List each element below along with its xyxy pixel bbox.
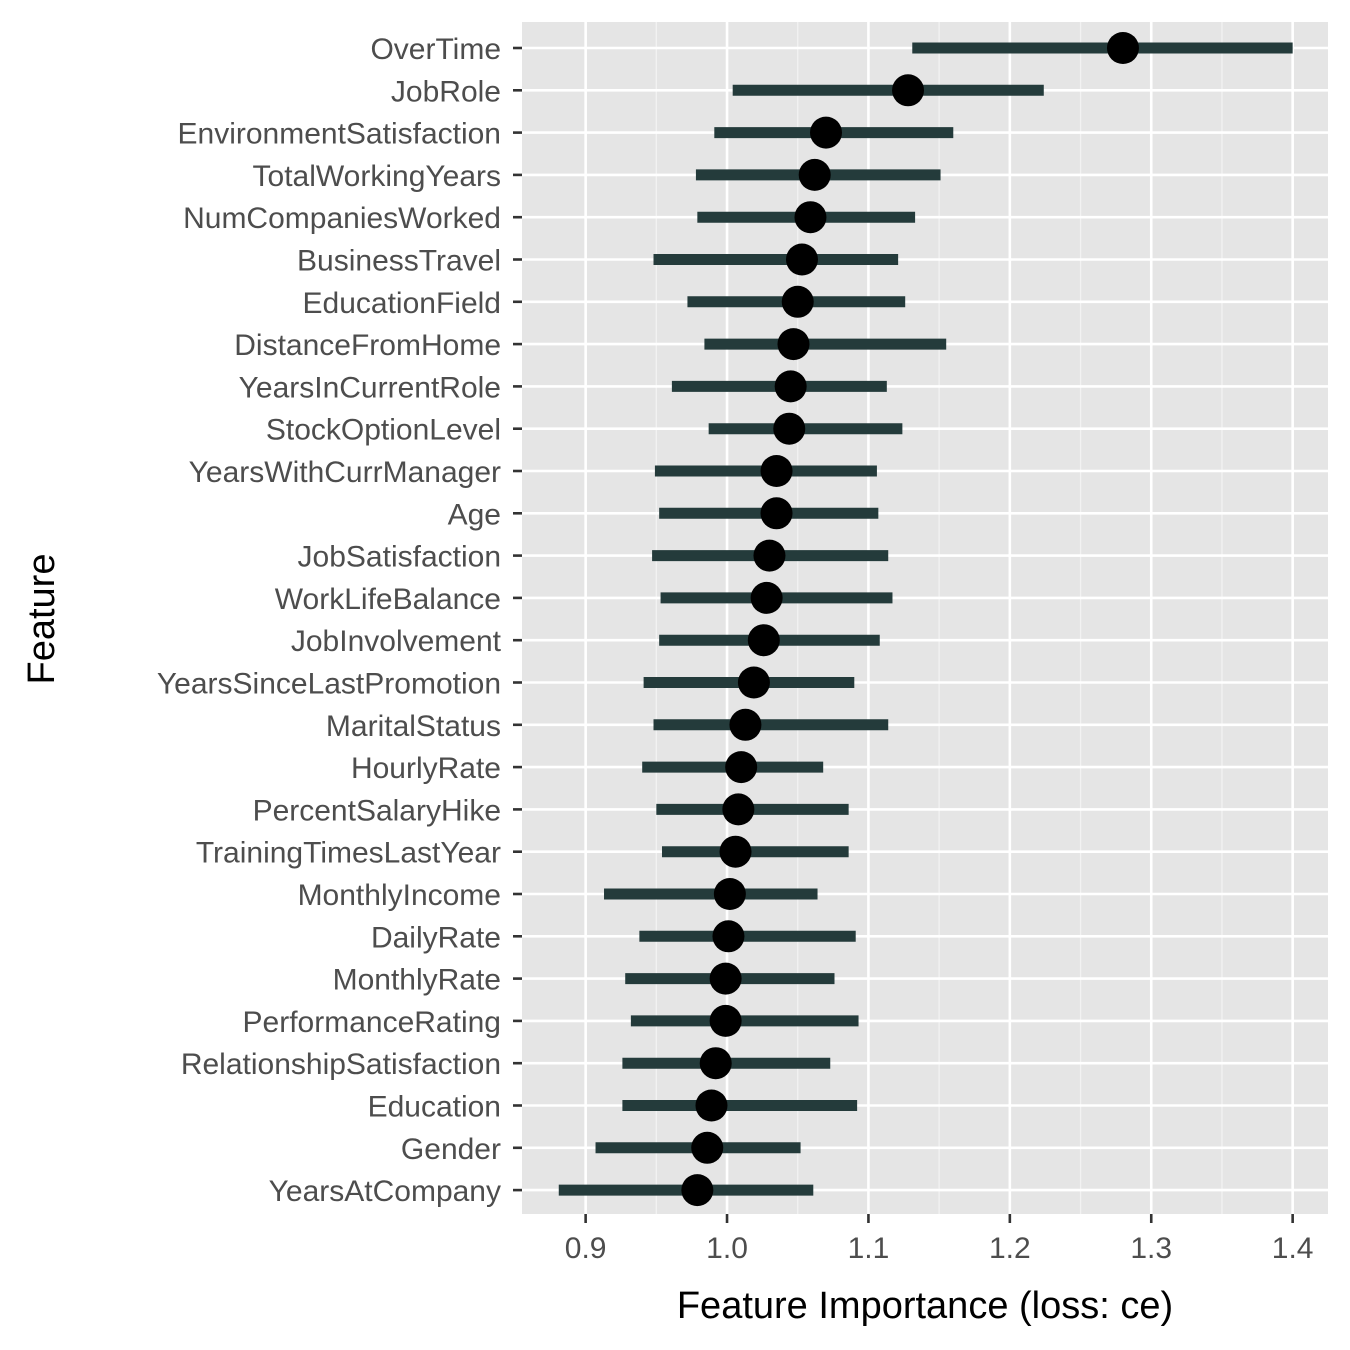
y-tick-label: JobRole: [391, 75, 501, 108]
importance-point: [773, 412, 806, 445]
y-tick-label: Education: [368, 1091, 501, 1124]
importance-point: [729, 708, 762, 741]
importance-point: [713, 878, 746, 910]
importance-point: [810, 116, 843, 149]
y-tick-label: TrainingTimesLastYear: [196, 837, 501, 870]
importance-point: [781, 285, 814, 318]
y-tick-label: DistanceFromHome: [234, 329, 501, 362]
importance-point: [753, 539, 786, 572]
y-tick-label: EducationField: [303, 287, 501, 320]
x-axis-title: Feature Importance (loss: ce): [677, 1285, 1173, 1327]
y-tick-label: BusinessTravel: [297, 245, 501, 278]
y-tick-label: NumCompaniesWorked: [183, 202, 501, 235]
importance-point: [750, 581, 783, 614]
y-axis: OverTime JobRole EnvironmentSatisfaction To…: [157, 33, 522, 1208]
importance-point: [681, 1174, 714, 1207]
y-tick-label: YearsWithCurrManager: [189, 456, 501, 489]
y-tick-label: RelationshipSatisfaction: [181, 1048, 501, 1081]
y-tick-label: DailyRate: [371, 921, 501, 954]
y-tick-label: Gender: [401, 1133, 501, 1166]
y-tick-label: HourlyRate: [351, 752, 501, 785]
y-tick-label: MonthlyRate: [333, 964, 501, 997]
x-tick-label: 1.3: [1130, 1232, 1172, 1265]
y-tick-label: JobSatisfaction: [298, 541, 501, 574]
plot-panel: [522, 22, 1328, 1214]
x-tick-label: 1.0: [706, 1232, 748, 1265]
importance-point: [725, 751, 758, 784]
y-tick-label: Age: [448, 498, 501, 531]
x-tick-label: 1.2: [989, 1232, 1031, 1265]
x-tick-label: 1.4: [1272, 1232, 1314, 1265]
importance-point: [699, 1047, 732, 1080]
importance-point: [760, 497, 793, 530]
importance-point: [709, 1004, 742, 1037]
importance-point: [777, 328, 810, 361]
importance-point: [691, 1131, 724, 1164]
importance-points: [681, 32, 1139, 1207]
importance-point: [794, 201, 827, 234]
y-tick-label: YearsSinceLastPromotion: [157, 668, 501, 701]
importance-point: [722, 793, 755, 826]
importance-point: [737, 666, 770, 699]
importance-point: [798, 158, 831, 191]
y-axis-title: Feature: [21, 554, 63, 685]
importance-point: [695, 1089, 728, 1122]
y-tick-label: PercentSalaryHike: [253, 794, 501, 827]
importance-point: [760, 455, 793, 487]
importance-point: [892, 74, 925, 107]
y-tick-label: MaritalStatus: [326, 710, 501, 743]
y-tick-label: StockOptionLevel: [266, 414, 501, 447]
y-tick-label: YearsAtCompany: [269, 1175, 501, 1208]
y-tick-label: EnvironmentSatisfaction: [178, 118, 502, 151]
importance-point: [712, 920, 745, 953]
x-tick-label: 0.9: [565, 1232, 607, 1265]
importance-point: [747, 624, 780, 657]
y-tick-label: MonthlyIncome: [298, 879, 501, 912]
y-tick-label: PerformanceRating: [243, 1006, 501, 1039]
y-tick-label: WorkLifeBalance: [275, 583, 501, 616]
y-tick-label: TotalWorkingYears: [253, 160, 501, 193]
importance-point: [1106, 32, 1139, 64]
y-tick-label: OverTime: [370, 33, 501, 66]
y-tick-label: JobInvolvement: [291, 625, 502, 658]
importance-point: [785, 243, 818, 276]
x-tick-label: 1.1: [848, 1232, 890, 1265]
importance-point: [774, 370, 807, 403]
importance-point: [709, 962, 742, 995]
x-axis: 0.9 1.0 1.1 1.2 1.3 1.4: [565, 1214, 1314, 1265]
y-tick-label: YearsInCurrentRole: [239, 371, 501, 404]
importance-point: [719, 835, 752, 868]
